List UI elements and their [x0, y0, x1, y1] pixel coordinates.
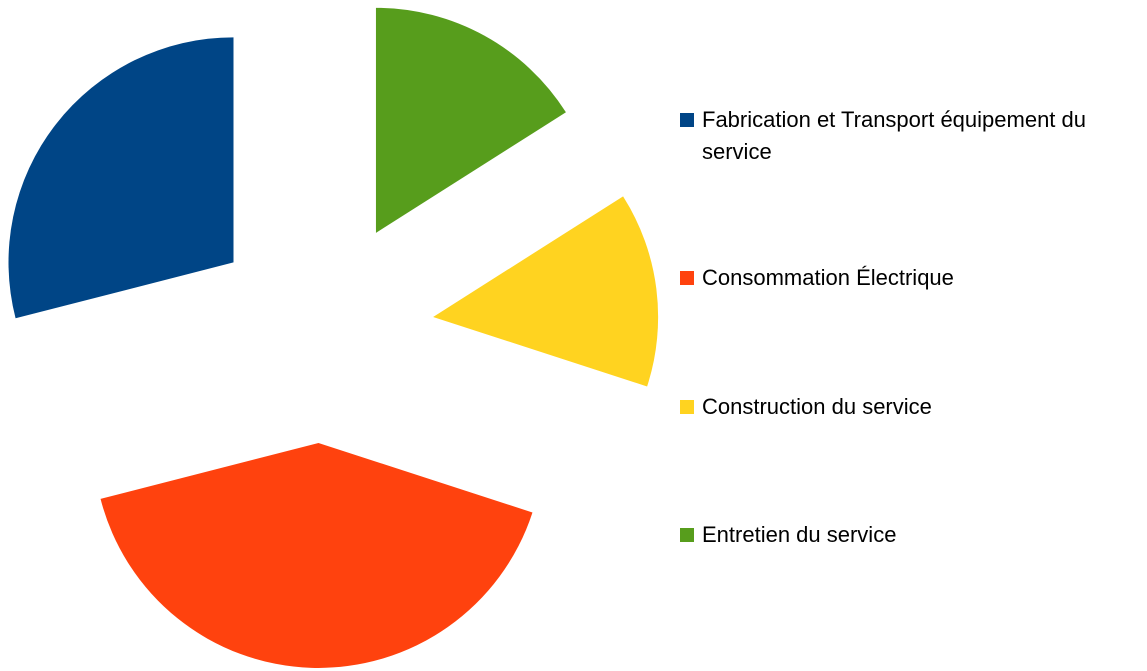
- legend-label: Consommation Électrique: [702, 265, 954, 290]
- legend-entry: Entretien du service: [680, 519, 1140, 551]
- legend-entry: Construction du service: [680, 391, 1140, 423]
- pie-slice: [375, 7, 566, 233]
- legend-label: Fabrication et Transport équipement du s…: [702, 107, 1087, 164]
- legend-swatch: [680, 271, 694, 285]
- legend-entry: Consommation Électrique: [680, 262, 1140, 294]
- legend-swatch: [680, 528, 694, 542]
- legend-label: Construction du service: [702, 394, 932, 419]
- pie-slice: [433, 196, 659, 387]
- legend-swatch: [680, 113, 694, 127]
- pie-slice: [8, 37, 234, 319]
- pie-slice: [100, 442, 533, 668]
- legend-swatch: [680, 400, 694, 414]
- legend-label: Entretien du service: [702, 522, 897, 547]
- legend-entry: Fabrication et Transport équipement du s…: [680, 104, 1140, 168]
